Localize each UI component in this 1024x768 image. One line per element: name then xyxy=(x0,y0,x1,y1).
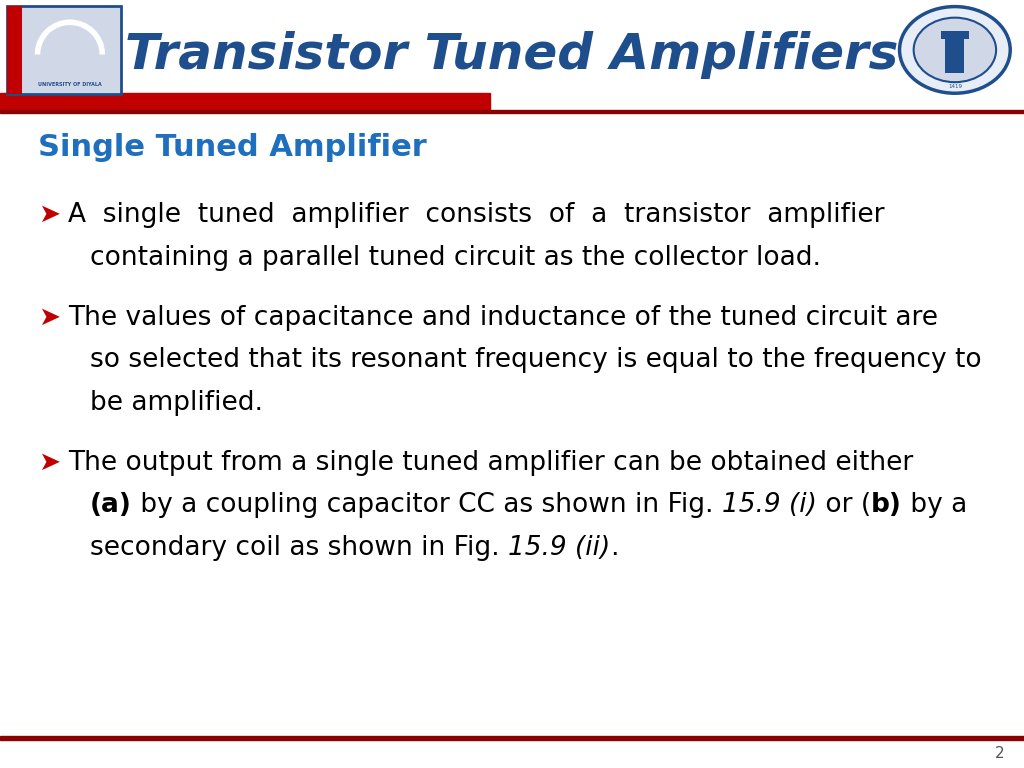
Bar xyxy=(0,736,1024,740)
Text: The values of capacitance and inductance of the tuned circuit are: The values of capacitance and inductance… xyxy=(68,305,938,331)
Text: Single Tuned Amplifier: Single Tuned Amplifier xyxy=(38,134,427,163)
Text: be amplified.: be amplified. xyxy=(90,390,263,416)
Circle shape xyxy=(899,7,1011,93)
Circle shape xyxy=(913,18,996,82)
Text: 1419: 1419 xyxy=(948,84,962,89)
FancyBboxPatch shape xyxy=(7,5,121,94)
Text: ➤: ➤ xyxy=(38,202,60,228)
Text: .: . xyxy=(610,535,618,561)
Text: secondary coil as shown in Fig.: secondary coil as shown in Fig. xyxy=(90,535,508,561)
Text: or (: or ( xyxy=(816,492,870,518)
Bar xyxy=(7,5,22,94)
Text: so selected that its resonant frequency is equal to the frequency to: so selected that its resonant frequency … xyxy=(90,347,982,373)
Text: A  single  tuned  amplifier  consists  of  a  transistor  amplifier: A single tuned amplifier consists of a t… xyxy=(68,202,885,228)
Text: b): b) xyxy=(870,492,901,518)
Bar xyxy=(0,110,1024,113)
Text: by a coupling capacitor CC as shown in Fig.: by a coupling capacitor CC as shown in F… xyxy=(132,492,722,518)
Text: ➤: ➤ xyxy=(38,450,60,476)
Text: 2: 2 xyxy=(994,746,1004,760)
Bar xyxy=(0,93,490,110)
Bar xyxy=(941,31,969,39)
Text: The output from a single tuned amplifier can be obtained either: The output from a single tuned amplifier… xyxy=(68,450,913,476)
Text: 15.9 (ii): 15.9 (ii) xyxy=(508,535,610,561)
Bar xyxy=(945,31,965,73)
Text: 15.9 (i): 15.9 (i) xyxy=(722,492,816,518)
Text: UNIVERSITY OF DIYALA: UNIVERSITY OF DIYALA xyxy=(38,82,101,88)
Text: Transistor Tuned Amplifiers: Transistor Tuned Amplifiers xyxy=(125,31,899,79)
Text: containing a parallel tuned circuit as the collector load.: containing a parallel tuned circuit as t… xyxy=(90,245,821,271)
Text: (a): (a) xyxy=(90,492,132,518)
Text: ➤: ➤ xyxy=(38,305,60,331)
Text: by a: by a xyxy=(901,492,967,518)
